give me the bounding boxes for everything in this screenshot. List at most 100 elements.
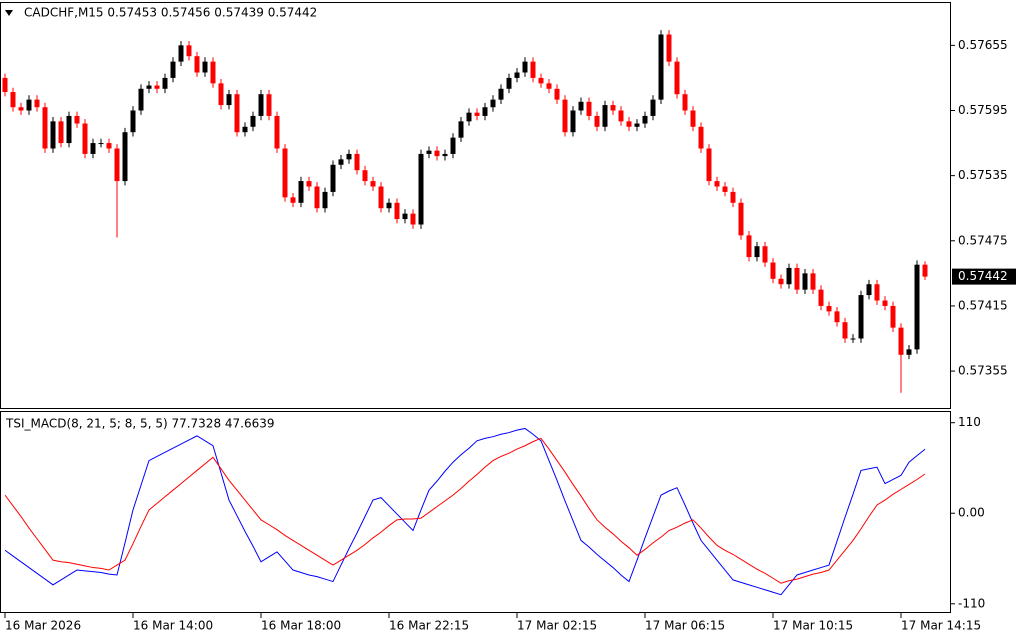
candle-body [586,101,592,116]
candle-body [162,77,168,89]
candle-body [722,186,728,192]
candle-body [2,77,8,93]
candle-body [274,115,280,149]
candle-body [362,170,368,182]
candle-body [346,153,352,160]
candle-body [226,94,232,106]
indicator-panel [0,411,951,613]
candle-body [114,148,120,182]
candle-body [122,132,128,182]
candle-body [26,99,32,111]
candle-body [818,289,824,306]
candle-body [194,56,200,73]
candle-body [402,213,408,220]
candle-body [482,107,488,116]
candle-body [50,121,56,149]
y-tick-label: 0.00 [958,506,985,520]
candle-body [450,137,456,154]
candle-body [106,143,112,149]
candle-body [202,61,208,73]
candle-body [442,153,448,157]
y-tick-label: 0.57475 [958,233,1008,247]
candle-body [898,327,904,355]
candle-body [410,213,416,225]
x-tick-label: 16 Mar 18:00 [261,619,341,633]
candle-body [658,34,664,100]
candle-body [258,94,264,116]
candle-body [778,278,784,285]
candle-body [634,123,640,127]
candle-body [418,153,424,225]
candle-body [338,159,344,165]
candle-body [74,115,80,124]
candle-body [514,72,520,78]
price-label-box [952,268,1016,285]
candle-body [58,121,64,144]
candle-body [186,45,192,57]
candle-body [506,77,512,89]
candle-body [34,99,40,108]
candle-body [794,267,800,290]
candle-body [546,83,552,89]
x-tick-label: 16 Mar 14:00 [133,619,213,633]
candle-body [354,153,360,171]
candle-body [826,305,832,312]
x-tick-label: 16 Mar 2026 [5,619,81,633]
candle-body [234,94,240,133]
candle-body [370,181,376,187]
candle-body [754,246,760,258]
candle-body [42,107,48,149]
candle-body [210,61,216,84]
candle-body [490,99,496,108]
candle-body [82,123,88,154]
candle-body [554,88,560,100]
candle-body [786,267,792,285]
indicator-line [4,427,926,596]
candle-body [738,202,744,236]
candle-body [914,264,920,350]
candle-body [562,99,568,133]
candle-body [18,107,24,111]
y-tick-label: 110 [958,415,981,429]
candle-body [690,110,696,127]
candle-body [538,77,544,84]
candle-body [458,121,464,138]
candle-body [626,121,632,127]
y-tick-label: -110 [958,596,985,610]
x-tick-label: 17 Mar 06:15 [645,619,725,633]
candle-body [530,61,536,78]
candle-body [426,150,432,154]
candle-body [650,99,656,116]
candle-body [906,349,912,355]
candle-body [330,164,336,192]
y-tick-label: 0.57655 [958,38,1008,52]
candle-body [130,110,136,133]
candle-body [602,105,608,127]
collapse-icon [5,10,13,16]
y-tick-label: 0.57355 [958,364,1008,378]
candle-body [266,94,272,116]
candle-body [314,186,320,209]
candle-body [594,115,600,127]
x-tick-label: 16 Mar 22:15 [389,619,469,633]
candle-body [618,110,624,122]
main-panel [0,2,951,409]
candle-body [434,150,440,157]
candle-body [682,94,688,111]
candle-body [810,273,816,290]
candle-body [570,110,576,133]
chart-title: CADCHF,M15 0.57453 0.57456 0.57439 0.574… [24,6,317,20]
candle-body [666,34,672,62]
candle-body [730,191,736,203]
price-label: 0.57442 [958,269,1008,283]
candle-body [290,197,296,203]
candle-body [98,143,104,145]
candle-body [498,88,504,100]
y-tick-label: 0.57415 [958,298,1008,312]
candle-body [610,105,616,111]
indicator-line [4,437,926,584]
candle-body [154,85,160,89]
candle-body [858,295,864,339]
